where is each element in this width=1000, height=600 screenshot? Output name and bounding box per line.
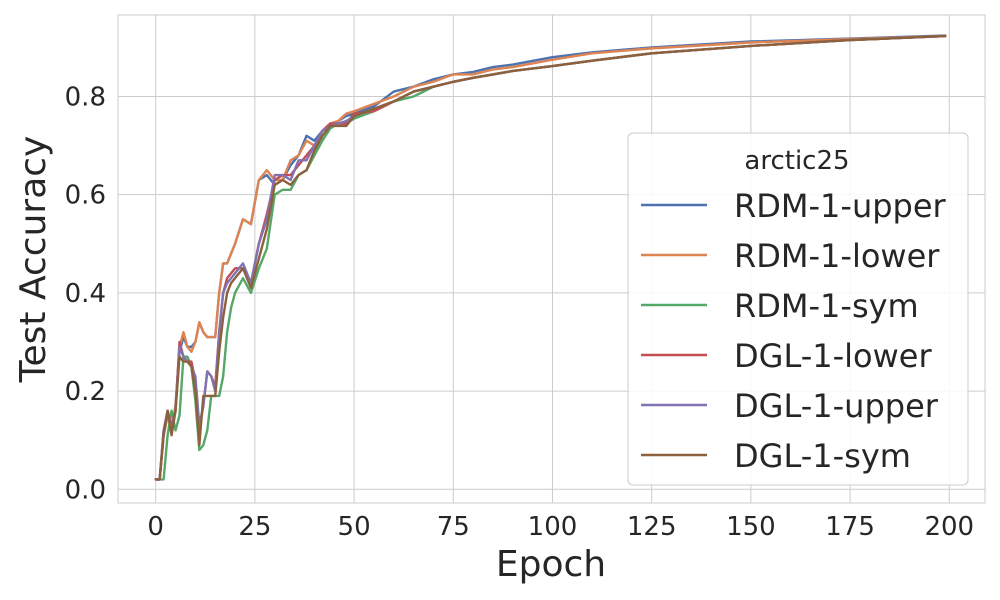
x-tick-label: 200 — [924, 512, 974, 542]
plot-frame — [117, 14, 986, 504]
series-line-dgl-1-sym — [154, 34, 947, 481]
y-axis-title: Test Accuracy — [13, 136, 54, 384]
series-lines — [154, 34, 947, 481]
x-tick-label: 100 — [528, 512, 578, 542]
legend: arctic25 RDM-1-upper RDM-1-lower RDM-1-sym… — [627, 132, 969, 486]
x-tick-labels: 0 25 50 75 100 125 150 175 200 — [147, 512, 974, 542]
legend-items: RDM-1-upper RDM-1-lower RDM-1-sym DGL-1-low… — [641, 187, 947, 475]
y-tick-labels: 0.0 0.2 0.4 0.6 0.8 — [65, 82, 106, 505]
x-axis-title: Epoch — [496, 544, 606, 585]
y-tick-label: 0.4 — [65, 279, 106, 309]
y-tick-label: 0.2 — [65, 377, 106, 407]
x-tick-label: 25 — [238, 512, 271, 542]
legend-label: RDM-1-sym — [734, 287, 919, 325]
legend-label: RDM-1-lower — [734, 237, 940, 275]
x-tick-label: 125 — [627, 512, 677, 542]
legend-title: arctic25 — [744, 146, 849, 176]
y-tick-label: 0.0 — [65, 475, 106, 505]
x-tick-label: 50 — [338, 512, 371, 542]
legend-label: RDM-1-upper — [734, 187, 947, 225]
y-tick-label: 0.8 — [65, 82, 106, 112]
legend-label: DGL-1-lower — [734, 337, 932, 375]
x-tick-label: 150 — [726, 512, 776, 542]
series-line-rdm-1-lower — [154, 34, 947, 481]
x-tick-label: 75 — [437, 512, 470, 542]
x-tick-label: 0 — [147, 512, 164, 542]
legend-label: DGL-1-upper — [734, 387, 939, 425]
y-tick-label: 0.6 — [65, 181, 106, 211]
legend-label: DGL-1-sym — [734, 437, 911, 475]
legend-box — [627, 132, 969, 486]
x-tick-label: 175 — [825, 512, 875, 542]
